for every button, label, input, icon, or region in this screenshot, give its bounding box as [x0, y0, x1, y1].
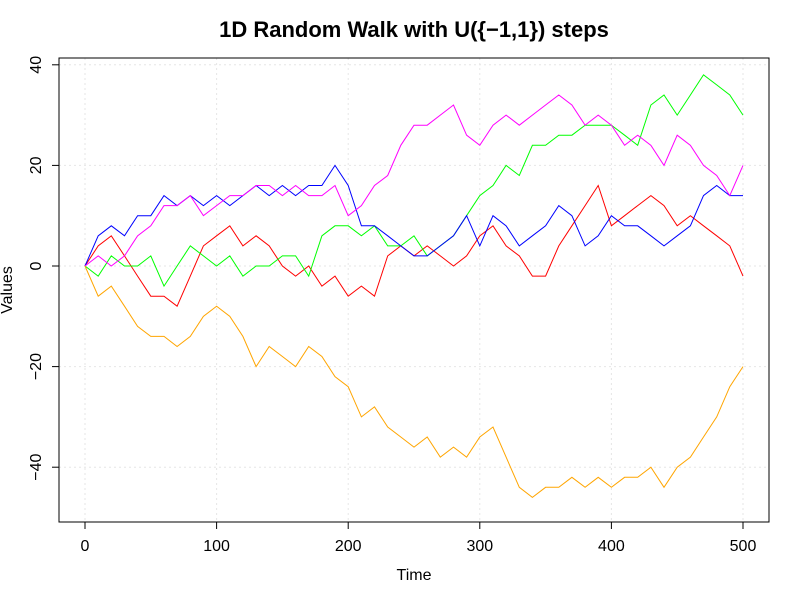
x-tick-label: 200 [335, 538, 362, 555]
series-line-3 [84, 164, 743, 267]
chart-title: 1D Random Walk with U({−1,1}) steps [219, 17, 609, 42]
y-axis: −40 −20 0 20 40 [28, 56, 59, 481]
series-line-1 [84, 184, 744, 307]
y-tick-label: 40 [28, 56, 45, 74]
series-lines [84, 74, 744, 499]
x-tick-label: 0 [81, 538, 90, 555]
grid-lines [59, 58, 769, 522]
series-line-5 [84, 265, 744, 499]
x-tick-label: 400 [598, 538, 625, 555]
y-tick-label: −20 [28, 353, 45, 380]
plot-border [58, 57, 770, 523]
y-tick-label: 0 [28, 261, 45, 270]
x-axis-label: Time [397, 567, 432, 584]
series-line-4 [84, 94, 744, 267]
x-axis: 0 100 200 300 400 500 [81, 522, 757, 555]
y-axis-label: Values [0, 266, 16, 314]
x-tick-label: 500 [730, 538, 757, 555]
series-line-2 [84, 74, 744, 288]
x-tick-label: 100 [203, 538, 230, 555]
y-tick-label: −40 [28, 454, 45, 481]
y-tick-label: 20 [28, 156, 45, 174]
x-tick-label: 300 [466, 538, 493, 555]
